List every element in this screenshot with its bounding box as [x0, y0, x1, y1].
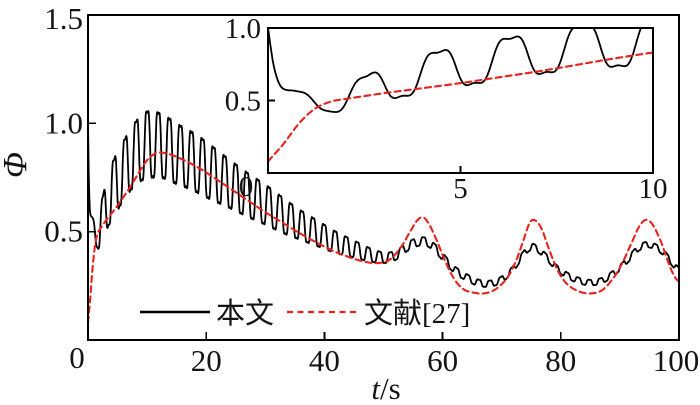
main-origin-label: 0	[69, 340, 85, 375]
x-tick-label-20: 20	[191, 343, 222, 378]
x-tick-label-5: 5	[453, 173, 468, 205]
x-axis-unit: /s	[380, 371, 401, 405]
main-curves	[88, 110, 679, 324]
y-tick-label-0.5: 0.5	[44, 214, 83, 249]
main-axis-ticks	[88, 14, 680, 340]
curve-wenxian	[269, 51, 652, 162]
inset-plot-background	[268, 28, 653, 173]
x-tick-label-60: 60	[427, 343, 458, 378]
inset-curves	[269, 29, 652, 162]
main-x-axis-title: t/s	[371, 371, 400, 405]
main-y-axis-title: Φ	[0, 152, 34, 178]
y-tick-label-1.0: 1.0	[225, 13, 261, 45]
curve-wenxian	[88, 151, 679, 324]
legend-label-benwen: 本文	[216, 297, 274, 330]
x-axis-variable: t	[371, 371, 381, 405]
inset-plot: 5 10 0.5 1.0 0	[225, 13, 668, 205]
curve-benwen	[88, 110, 679, 288]
curve-benwen	[269, 29, 642, 113]
y-tick-label-0.5: 0.5	[225, 86, 261, 118]
inset-axis-ticks	[268, 27, 654, 173]
inset-origin-label: 0	[239, 171, 254, 203]
x-tick-label-10: 10	[639, 173, 668, 205]
legend: 本文 文献[27]	[140, 297, 470, 330]
main-plot-border	[87, 14, 680, 341]
inset-axis-tick-labels: 5 10 0.5 1.0	[225, 13, 668, 205]
x-tick-label-80: 80	[545, 343, 576, 378]
y-tick-label-1.0: 1.0	[44, 105, 83, 140]
x-tick-label-40: 40	[309, 343, 340, 378]
legend-label-wenxian: 文献[27]	[364, 297, 470, 330]
x-tick-label-100: 100	[653, 343, 700, 378]
y-tick-label-1.5: 1.5	[44, 1, 83, 36]
